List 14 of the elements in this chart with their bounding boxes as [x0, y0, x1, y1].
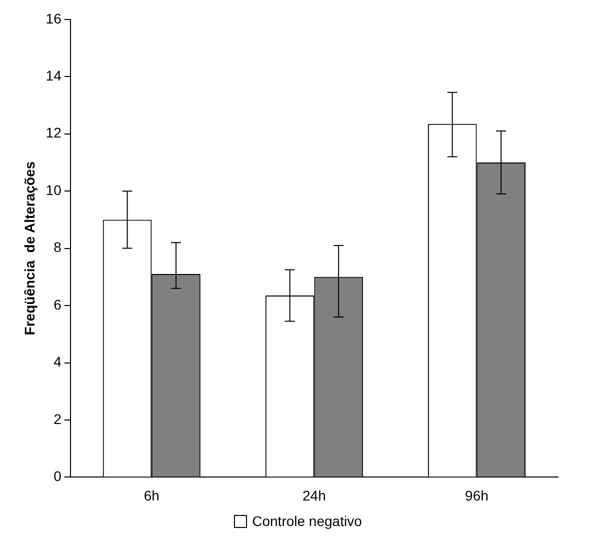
y-tick-label: 16 — [46, 10, 62, 26]
y-tick-label: 8 — [54, 239, 62, 256]
y-tick-label: 0 — [54, 468, 62, 484]
y-axis-title: Freqüência de Alterações — [21, 161, 38, 336]
x-tick-label: 24h — [302, 487, 326, 504]
y-tick-label: 12 — [46, 124, 62, 141]
y-tick-label: 6 — [54, 296, 62, 312]
y-tick-label: 14 — [46, 67, 62, 84]
x-tick-label: 96h — [465, 487, 488, 504]
text: Controle negativo — [252, 513, 362, 529]
x-tick-label: 6h — [144, 487, 160, 504]
y-tick-label: 4 — [54, 354, 62, 370]
y-tick-label: 2 — [54, 410, 62, 427]
y-tick-label: 10 — [46, 182, 62, 198]
